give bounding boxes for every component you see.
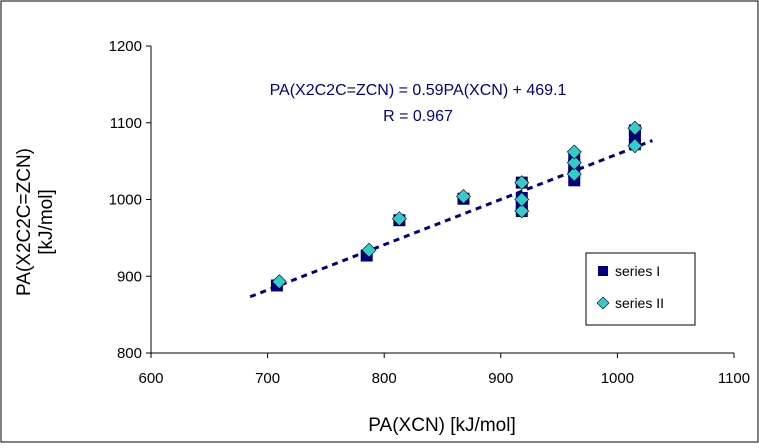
y-axis-label-line-1: PA(X2C2C=ZCN) xyxy=(14,148,35,296)
legend-label-series-1: series I xyxy=(615,263,660,279)
y-tick-label: 800 xyxy=(117,345,142,362)
x-tick-label: 600 xyxy=(138,370,163,387)
series-2-point xyxy=(627,120,643,136)
x-tick-label: 800 xyxy=(372,370,397,387)
trendline xyxy=(249,139,653,299)
x-tick-label: 1100 xyxy=(718,370,750,387)
trendline-group xyxy=(249,139,653,299)
legend: series I series II xyxy=(585,252,696,326)
y-tick-label: 1000 xyxy=(109,192,142,209)
legend-marker-series-1 xyxy=(598,266,608,276)
y-tick-label: 1100 xyxy=(110,115,142,132)
series-2-point xyxy=(514,203,530,219)
r-value-annotation: R = 0.967 xyxy=(383,108,453,125)
legend-label-series-2: series II xyxy=(615,295,664,311)
y-tick-label: 900 xyxy=(117,268,142,285)
x-tick-label: 900 xyxy=(488,370,513,387)
series-2-point xyxy=(271,274,287,290)
series-2-point xyxy=(391,211,407,227)
x-axis-label: PA(XCN) [kJ/mol] xyxy=(368,415,515,436)
series-2-point xyxy=(566,166,582,182)
series-2-point xyxy=(566,144,582,160)
series-2-point xyxy=(514,175,530,191)
legend-marker-series-2 xyxy=(596,296,610,310)
series-2-point xyxy=(566,155,582,171)
series-2-point xyxy=(627,138,643,154)
y-axis-label: PA(X2C2C=ZCN) [kJ/mol] xyxy=(14,148,57,296)
y-tick-label: 1200 xyxy=(109,38,142,55)
ticks: 600 700 800 900 1000 1100 800 900 1000 1100 1200 xyxy=(109,38,751,387)
x-tick-label: 1000 xyxy=(601,370,634,387)
series-2-point xyxy=(361,242,377,258)
series-2-point xyxy=(456,189,471,204)
series-2-point xyxy=(514,192,530,207)
y-axis-label-line-2: [kJ/mol] xyxy=(36,189,57,254)
x-tick-label: 700 xyxy=(255,370,280,387)
legend-box xyxy=(585,252,696,326)
data-points xyxy=(270,120,643,292)
equation-annotation: PA(X2C2C=ZCN) = 0.59PA(XCN) + 469.1 xyxy=(270,82,567,99)
